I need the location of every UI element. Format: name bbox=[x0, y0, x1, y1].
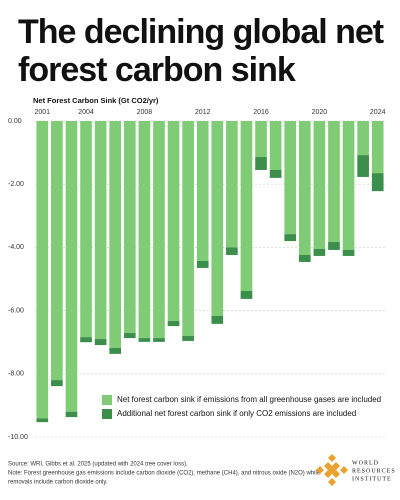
bar bbox=[357, 155, 369, 177]
bar bbox=[36, 418, 49, 423]
bar bbox=[371, 173, 384, 192]
bar bbox=[167, 121, 180, 322]
logo-text: WORLD bbox=[352, 460, 379, 466]
logo-text: RESOURCES bbox=[352, 468, 396, 474]
bar bbox=[211, 121, 224, 316]
bar bbox=[298, 121, 311, 255]
bar bbox=[226, 247, 238, 255]
axis-title: Net Forest Carbon Sink (Gt CO2/yr) bbox=[33, 96, 159, 105]
bar bbox=[51, 380, 63, 387]
bar bbox=[342, 121, 355, 250]
bar bbox=[298, 254, 311, 262]
bar bbox=[328, 121, 340, 243]
note: Note: Forest greenhouse gas emissions in… bbox=[8, 471, 321, 477]
y-tick-label: 0.00 bbox=[8, 118, 22, 125]
logo: WORLD RESOURCES INSTITUTE bbox=[316, 454, 396, 486]
bar bbox=[255, 157, 267, 170]
x-tick-label: 2024 bbox=[370, 109, 386, 116]
bar bbox=[123, 333, 136, 339]
bar bbox=[65, 411, 78, 418]
bar bbox=[109, 347, 122, 354]
chart-title: The declining global net bbox=[18, 13, 384, 51]
bar bbox=[255, 121, 267, 158]
bar bbox=[36, 121, 49, 419]
bar bbox=[211, 315, 224, 324]
bar bbox=[313, 121, 326, 249]
legend-swatch bbox=[102, 409, 112, 419]
y-tick-label: -4.00 bbox=[8, 244, 24, 251]
bar bbox=[269, 121, 282, 170]
y-tick-label: -6.00 bbox=[8, 307, 24, 314]
x-tick-label: 2008 bbox=[137, 109, 153, 116]
legend-swatch bbox=[102, 395, 112, 405]
bar bbox=[342, 249, 355, 256]
bar bbox=[284, 121, 297, 235]
bar bbox=[313, 248, 326, 256]
bar bbox=[138, 338, 151, 342]
bar bbox=[94, 339, 107, 346]
x-tick-label: 2020 bbox=[312, 109, 328, 116]
logo-text: INSTITUTE bbox=[352, 476, 392, 482]
note: removals include carbon dioxide only. bbox=[8, 480, 108, 486]
y-tick-label: -2.00 bbox=[8, 181, 24, 188]
bar bbox=[240, 121, 253, 292]
bar bbox=[51, 121, 63, 381]
bar bbox=[80, 337, 92, 343]
x-tick-label: 2012 bbox=[195, 109, 211, 116]
bar bbox=[328, 242, 340, 250]
bar bbox=[226, 121, 238, 248]
y-tick-label: -8.00 bbox=[8, 371, 24, 378]
bar bbox=[109, 121, 122, 348]
bar bbox=[167, 321, 180, 327]
x-tick-label: 2016 bbox=[253, 109, 269, 116]
bar bbox=[65, 121, 78, 412]
bar bbox=[123, 121, 136, 334]
bar bbox=[80, 121, 92, 338]
bar bbox=[357, 121, 369, 156]
bar bbox=[138, 121, 151, 339]
bar bbox=[182, 335, 194, 341]
bar bbox=[269, 169, 282, 178]
y-tick-label: -10.00 bbox=[8, 434, 28, 441]
chart-title: forest carbon sink bbox=[18, 51, 296, 89]
bar bbox=[196, 260, 209, 268]
bar bbox=[182, 121, 194, 336]
x-tick-label: 2001 bbox=[35, 109, 51, 116]
source: Source: WRI, Gibbs et al. 2025 (updated … bbox=[8, 462, 188, 468]
legend-label: Net forest carbon sink if emissions from… bbox=[117, 395, 381, 404]
bar bbox=[94, 121, 107, 340]
x-tick-label: 2004 bbox=[78, 109, 94, 116]
legend-label: Additional net forest carbon sink if onl… bbox=[117, 409, 356, 418]
bar bbox=[240, 291, 253, 299]
bar bbox=[153, 338, 165, 342]
legend-box bbox=[98, 392, 386, 428]
bar bbox=[196, 121, 209, 261]
bar bbox=[284, 234, 297, 242]
bar bbox=[153, 121, 165, 339]
bar bbox=[371, 121, 384, 174]
